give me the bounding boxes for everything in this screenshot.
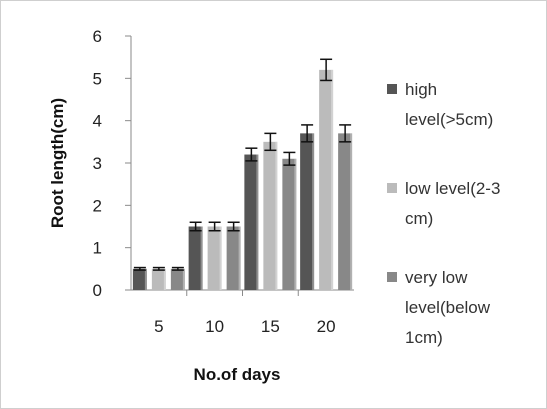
legend-label: very low (405, 268, 468, 287)
bar-highlight (312, 133, 315, 290)
legend-swatch (387, 84, 397, 94)
bar-highlight (238, 226, 241, 290)
bar-highlight (275, 141, 278, 290)
y-tick-label: 4 (93, 112, 102, 131)
y-tick-label: 3 (93, 154, 102, 173)
bar (263, 141, 278, 290)
y-tick-label: 1 (93, 239, 102, 258)
legend-label: level(>5cm) (405, 110, 493, 129)
x-axis-tick-labels: 5 10 15 20 (154, 290, 336, 336)
bar (170, 268, 185, 290)
x-tick-label: 5 (154, 317, 163, 336)
x-tick-label: 20 (317, 317, 336, 336)
error-bars-group (133, 58, 352, 271)
bar (132, 268, 147, 290)
legend-swatch (387, 272, 397, 282)
bar-highlight (182, 268, 185, 290)
bar (207, 226, 222, 290)
bar (319, 69, 334, 290)
legend-label: 1cm) (405, 328, 443, 347)
bar-highlight (350, 133, 353, 290)
x-tick-label: 10 (205, 317, 224, 336)
legend-label: cm) (405, 209, 433, 228)
bar (188, 226, 203, 290)
bar (300, 133, 315, 290)
bar-highlight (163, 268, 166, 290)
y-tick-label: 0 (93, 281, 102, 300)
y-tick-label: 5 (93, 69, 102, 88)
legend: high level(>5cm) low level(2-3 cm) very low l… (387, 80, 500, 347)
bar (244, 154, 259, 290)
y-tick-label: 6 (93, 27, 102, 46)
bar-highlight (144, 268, 147, 290)
bar (226, 226, 241, 290)
bar (282, 158, 297, 290)
bar-highlight (219, 226, 222, 290)
bar-highlight (256, 154, 259, 290)
legend-swatch (387, 183, 397, 193)
legend-label: low level(2-3 (405, 179, 500, 198)
y-axis-title: Root length(cm) (48, 98, 67, 228)
legend-label: high (405, 80, 437, 99)
bar (338, 133, 353, 290)
bar-highlight (294, 158, 297, 290)
x-axis-title: No.of days (194, 365, 281, 384)
bar-highlight (200, 226, 203, 290)
x-tick-label: 15 (261, 317, 280, 336)
bar-series-group (132, 69, 353, 290)
bar-highlight (331, 69, 334, 290)
legend-label: level(below (405, 298, 491, 317)
y-axis-tick-labels: 0 1 2 3 4 5 6 (93, 27, 131, 300)
bar (151, 268, 166, 290)
y-tick-label: 2 (93, 196, 102, 215)
